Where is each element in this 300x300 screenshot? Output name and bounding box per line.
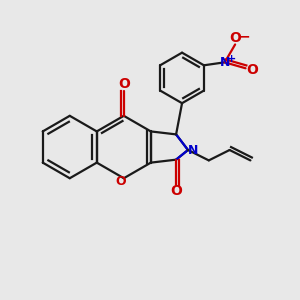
Text: O: O [170, 184, 182, 199]
Text: N: N [188, 144, 199, 157]
Text: N: N [220, 56, 230, 69]
Text: O: O [246, 63, 258, 77]
Text: −: − [238, 29, 250, 43]
Text: O: O [116, 175, 126, 188]
Text: O: O [229, 31, 241, 45]
Text: +: + [226, 54, 236, 64]
Text: O: O [118, 77, 130, 91]
